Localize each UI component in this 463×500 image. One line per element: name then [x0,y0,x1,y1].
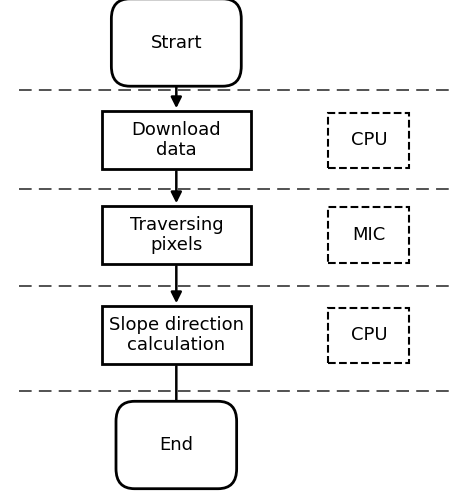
Text: End: End [159,436,193,454]
FancyBboxPatch shape [102,206,250,264]
Text: Slope direction
calculation: Slope direction calculation [109,316,243,354]
FancyBboxPatch shape [328,112,409,168]
FancyBboxPatch shape [328,308,409,362]
Text: CPU: CPU [350,131,386,149]
FancyBboxPatch shape [328,208,409,262]
Text: Traversing
pixels: Traversing pixels [129,216,223,254]
FancyBboxPatch shape [102,306,250,364]
FancyBboxPatch shape [102,112,250,169]
FancyBboxPatch shape [116,402,236,488]
Text: Strart: Strart [150,34,201,52]
FancyBboxPatch shape [111,0,241,86]
Text: CPU: CPU [350,326,386,344]
Text: Download
data: Download data [131,120,221,160]
Text: MIC: MIC [351,226,385,244]
